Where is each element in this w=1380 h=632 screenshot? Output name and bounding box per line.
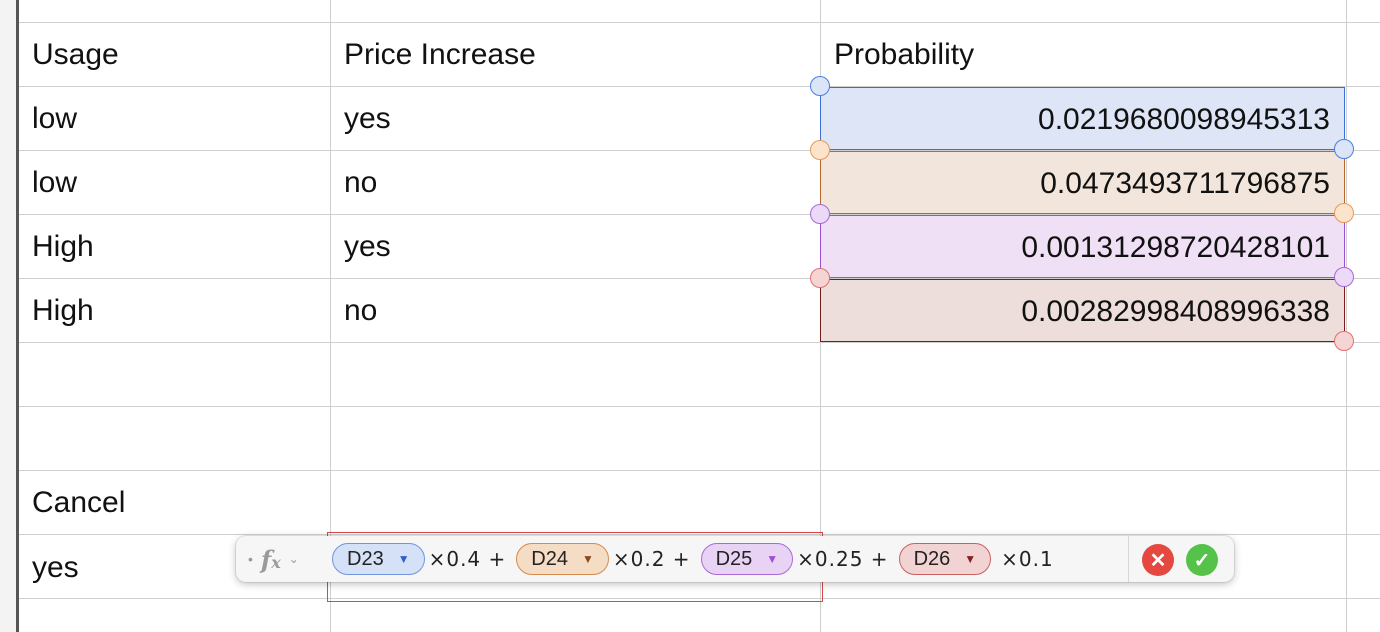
cell-price-increase[interactable]: no (344, 166, 378, 199)
formula-editor[interactable]: • fx ⌄ D23 ▼ ×0.4 + D24 ▼ ×0.2 + D25 ▼ ×… (236, 536, 1234, 582)
range-handle-d25-start[interactable] (810, 204, 830, 224)
range-handle-d23-start[interactable] (810, 76, 830, 96)
cell-usage[interactable]: High (32, 294, 94, 327)
grid-line (19, 150, 1380, 151)
grid-line (19, 598, 1380, 599)
cell-cancel-label[interactable]: Cancel (32, 486, 126, 519)
triangle-down-icon[interactable]: ▼ (397, 552, 410, 566)
fx-icon: fx (260, 544, 281, 574)
token-d23[interactable]: D23 ▼ (332, 543, 425, 575)
grid-line (19, 342, 1380, 343)
chevron-down-icon: ⌄ (288, 552, 299, 566)
token-ref: D25 (715, 547, 753, 570)
formula-operator: ×0.25 + (797, 547, 889, 571)
cell-cancel-value[interactable]: yes (32, 551, 79, 584)
formula-operator: ×0.1 (1001, 547, 1054, 571)
grid-line (19, 22, 1380, 23)
cell-probability-d25[interactable]: 0.00131298720428101 (820, 215, 1345, 278)
range-handle-d24-end[interactable] (1334, 203, 1354, 223)
formula-operator: ×0.4 + (428, 547, 507, 571)
token-d24[interactable]: D24 ▼ (516, 543, 609, 575)
grid-line (19, 470, 1380, 471)
cell-probability-d24[interactable]: 0.0473493711796875 (820, 151, 1345, 214)
grid-line (19, 214, 1380, 215)
cell-usage[interactable]: low (32, 102, 78, 135)
cell-price-increase[interactable]: no (344, 294, 378, 327)
token-ref: D26 (913, 547, 951, 570)
range-handle-d26-end[interactable] (1334, 331, 1354, 351)
token-ref: D23 (347, 547, 384, 570)
range-handle-d24-start[interactable] (810, 140, 830, 160)
row-gutter (0, 0, 19, 632)
drag-dot-icon: • (248, 551, 253, 567)
cell-probability-d23[interactable]: 0.0219680098945313 (820, 87, 1345, 150)
header-usage[interactable]: Usage (32, 38, 119, 71)
range-handle-d25-end[interactable] (1334, 267, 1354, 287)
grid-line (19, 278, 1380, 279)
triangle-down-icon[interactable]: ▼ (581, 552, 594, 566)
cell-usage[interactable]: low (32, 166, 78, 199)
range-handle-d23-end[interactable] (1334, 139, 1354, 159)
triangle-down-icon[interactable]: ▼ (964, 552, 977, 566)
formula-bar-divider (1128, 536, 1129, 582)
grid-line (19, 534, 1380, 535)
cell-price-increase[interactable]: yes (344, 102, 391, 135)
grid-line (19, 86, 1380, 87)
header-probability[interactable]: Probability (834, 38, 975, 71)
cell-price-increase[interactable]: yes (344, 230, 391, 263)
header-price-increase[interactable]: Price Increase (344, 38, 536, 71)
triangle-down-icon[interactable]: ▼ (766, 552, 779, 566)
range-handle-d26-start[interactable] (810, 268, 830, 288)
grid-line (330, 0, 331, 632)
accept-formula-button[interactable]: ✓ (1186, 544, 1218, 576)
cancel-formula-button[interactable]: ✕ (1142, 544, 1174, 576)
cell-probability-d26[interactable]: 0.00282998408996338 (820, 279, 1345, 342)
cell-usage[interactable]: High (32, 230, 94, 263)
formula-tokens: D23 ▼ ×0.4 + D24 ▼ ×0.2 + D25 ▼ ×0.25 + … (332, 543, 1064, 575)
checkmark-icon: ✓ (1193, 549, 1211, 572)
grid-line (1346, 0, 1347, 632)
fx-menu[interactable]: • fx ⌄ (236, 545, 332, 574)
token-ref: D24 (531, 547, 568, 570)
close-icon: ✕ (1149, 549, 1167, 572)
grid-line (19, 406, 1380, 407)
token-d25[interactable]: D25 ▼ (700, 543, 794, 575)
formula-operator: ×0.2 + (612, 547, 691, 571)
token-d26[interactable]: D26 ▼ (898, 543, 992, 575)
